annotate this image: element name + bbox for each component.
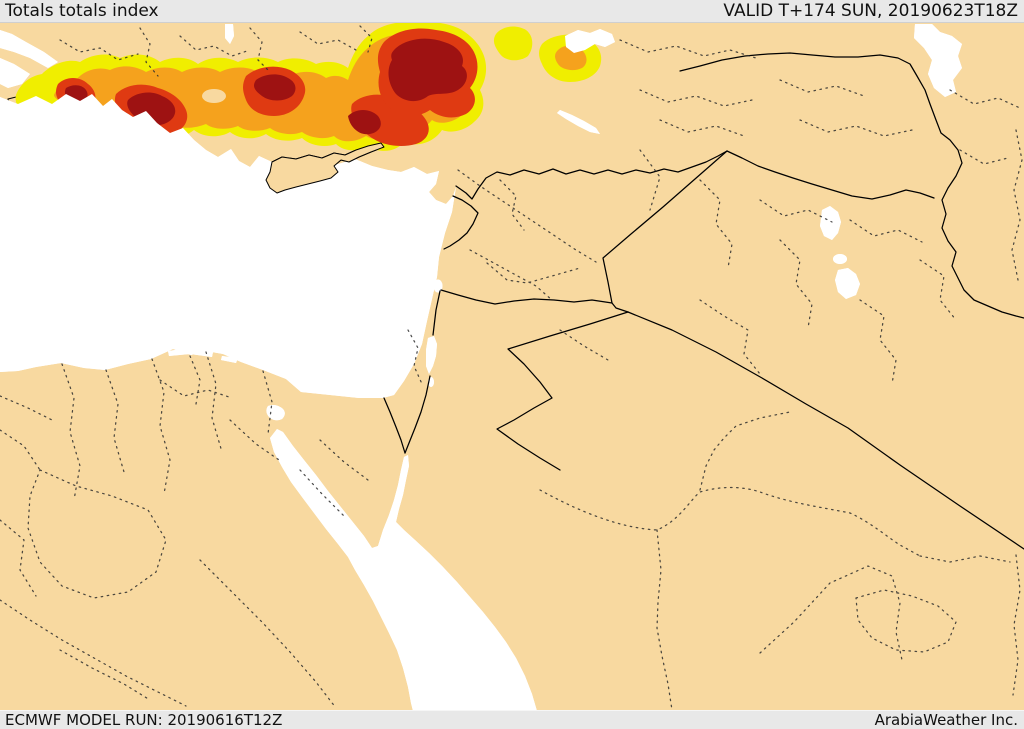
model-run-label: ECMWF MODEL RUN: 20190616T12Z — [5, 710, 283, 729]
border-jordan-israel — [404, 290, 441, 454]
brand-label: ArabiaWeather Inc. — [874, 710, 1018, 729]
contour-darkred-northeast — [388, 38, 467, 102]
header-bar: Totals totals index VALID T+174 SUN, 201… — [0, 0, 1024, 23]
contour-land-hole — [202, 89, 226, 103]
footer-bar: ECMWF MODEL RUN: 20190616T12Z ArabiaWeat… — [0, 710, 1024, 729]
border-turkey-syria — [455, 150, 728, 200]
border-turkey-iran-north — [679, 52, 1024, 319]
map-title: Totals totals index — [5, 0, 159, 21]
border-syria-iraq — [602, 150, 728, 313]
border-iraq-saudi — [627, 311, 1024, 550]
contour-darkred-mid — [254, 74, 296, 101]
border-turkey-iraq — [726, 150, 935, 200]
border-syria-jordan — [440, 289, 613, 305]
border-jordan-saudi — [496, 311, 629, 471]
admin-boundaries-layer — [0, 25, 1023, 711]
contour-yellow-patch-1 — [493, 26, 533, 61]
borders-layer — [383, 52, 1024, 550]
border-lebanon — [443, 195, 479, 250]
border-israel-egypt — [383, 397, 406, 454]
contour-darkred-coastal-tail — [348, 110, 381, 135]
valid-time-label: VALID T+174 SUN, 20190623T18Z — [723, 0, 1018, 21]
